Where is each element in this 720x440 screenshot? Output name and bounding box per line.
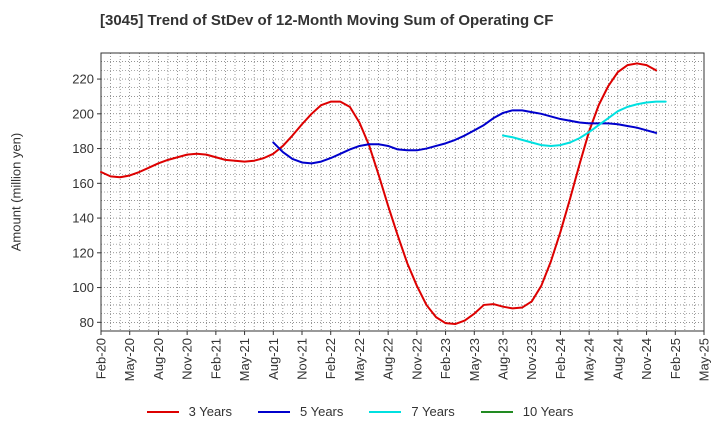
y-tick-label: 80 (80, 315, 94, 330)
x-tick-label: May-21 (237, 338, 252, 381)
chart-title: [3045] Trend of StDev of 12-Month Moving… (100, 12, 554, 29)
legend-label-7-years: 7 Years (411, 404, 455, 419)
legend-item-10-years: 10 Years (480, 404, 574, 419)
legend-label-5-years: 5 Years (300, 404, 344, 419)
x-tick-label: Nov-21 (295, 338, 310, 380)
legend-swatch-7-years (369, 410, 402, 413)
y-tick-label: 140 (72, 211, 94, 226)
x-tick-label: May-22 (352, 338, 367, 381)
y-tick-label: 120 (72, 245, 94, 260)
y-tick-label: 200 (72, 106, 94, 121)
legend-swatch-5-years (258, 410, 290, 413)
x-tick-label: Feb-25 (668, 338, 683, 379)
x-tick-label: Nov-24 (639, 338, 654, 380)
x-tick-label: Aug-20 (151, 338, 166, 380)
plot-border (100, 52, 705, 332)
x-tick-label: Aug-24 (610, 338, 625, 380)
y-tick-label: 100 (72, 280, 94, 295)
x-tick-label: Nov-23 (524, 338, 539, 380)
x-tick-label: Feb-21 (208, 338, 223, 379)
x-tick-label: May-23 (467, 338, 482, 381)
legend-label-10-years: 10 Years (522, 404, 574, 419)
y-tick-label: 220 (72, 72, 94, 87)
chart-plot: 80 100 120 140 160 180 200 220 Feb-20 May-20 Aug-2… (72, 52, 712, 381)
legend-label-3-years: 3 Years (188, 404, 232, 419)
y-tick-label: 180 (72, 141, 94, 156)
legend-item-7-years: 7 Years (369, 404, 455, 419)
x-tick-label: May-20 (122, 338, 137, 381)
legend-item-3-years: 3 Years (146, 404, 232, 419)
y-tick-label: 160 (72, 176, 94, 191)
legend-item-5-years: 5 Years (258, 404, 343, 419)
x-tick-label: Feb-24 (553, 338, 568, 379)
legend-swatch-10-years (480, 410, 513, 413)
plot-area (101, 53, 704, 331)
x-tick-label: Nov-22 (409, 338, 424, 380)
series-line-7-years (502, 100, 667, 147)
x-tick-label: May-25 (697, 338, 712, 381)
x-tick-label: Aug-22 (381, 338, 396, 380)
x-tick-label: Feb-20 (94, 338, 109, 379)
x-tick-label: Aug-23 (496, 338, 511, 380)
legend-swatch-3-years (146, 410, 179, 413)
legend: 3 Years 5 Years 7 Years 10 Years (0, 404, 720, 419)
x-tick-label: Feb-22 (323, 338, 338, 379)
series-line-3-years (100, 62, 658, 326)
x-tick-label: Nov-20 (180, 338, 195, 380)
x-tick-label: Aug-21 (266, 338, 281, 380)
series-line-5-years (272, 109, 658, 165)
x-tick-label: May-24 (582, 338, 597, 381)
x-tick-label: Feb-23 (438, 338, 453, 379)
